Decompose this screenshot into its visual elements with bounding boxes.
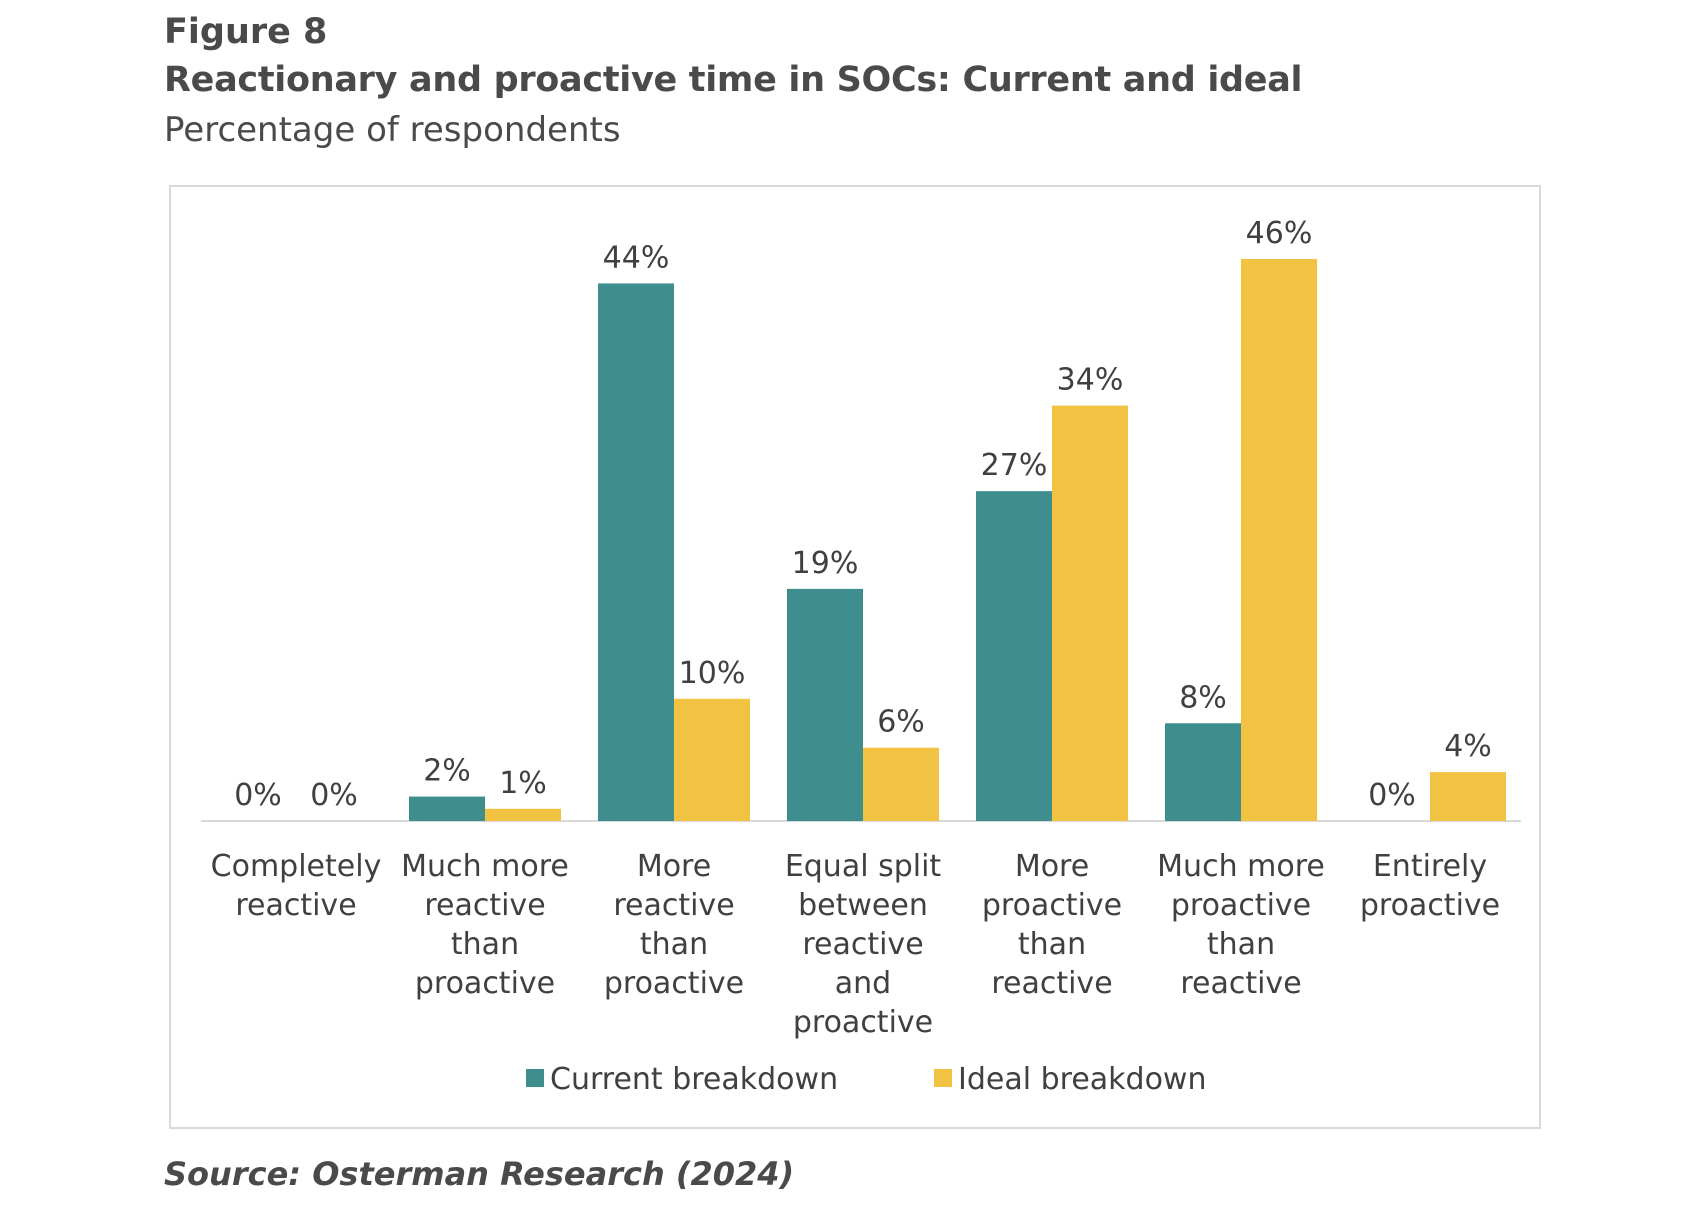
category-label-line: proactive [415,966,555,1001]
legend-label-current: Current breakdown [550,1062,838,1097]
category-label-line: than [1018,927,1086,962]
bar-chart: 0% 0% Completely reactive 2% 1% Much more react… [201,216,1521,1097]
bar-ideal-4 [1052,405,1128,821]
category-label-line: reactive [1180,966,1301,1001]
category-label-line: proactive [1171,888,1311,923]
bar-current-2 [598,283,674,821]
category-label-1: Much more reactive than proactive [401,849,569,1001]
data-label-ideal-1: 1% [499,766,547,801]
category-label-line: reactive [991,966,1112,1001]
data-label-current-1: 2% [423,754,471,789]
data-label-current-0: 0% [234,778,282,813]
category-label-0: Completely reactive [211,849,382,923]
category-label-line: reactive [613,888,734,923]
figure-label: Figure 8 [164,12,328,52]
legend-swatch-ideal [934,1069,952,1087]
category-label-line: than [640,927,708,962]
data-label-current-2: 44% [603,240,670,275]
category-label-line: Entirely [1373,849,1487,884]
category-label-line: proactive [1360,888,1500,923]
bar-current-4 [976,491,1052,821]
data-label-ideal-0: 0% [310,778,358,813]
bar-ideal-3 [863,747,939,821]
figure-subtitle: Percentage of respondents [164,110,621,150]
category-label-line: reactive [802,927,923,962]
bar-current-3 [787,588,863,821]
data-label-ideal-6: 4% [1444,729,1492,764]
category-label-6: Entirely proactive [1360,849,1500,923]
category-label-line: and [835,966,891,1001]
bar-ideal-5 [1241,259,1317,821]
data-label-current-3: 19% [792,546,859,581]
bar-current-5 [1165,723,1241,821]
figure-title: Reactionary and proactive time in SOCs: … [164,60,1303,100]
data-label-ideal-3: 6% [877,705,925,740]
category-label-line: proactive [982,888,1122,923]
data-label-current-4: 27% [981,448,1048,483]
chart-frame: 0% 0% Completely reactive 2% 1% Much more react… [169,185,1541,1129]
category-label-4: More proactive than reactive [982,849,1122,1001]
category-label-line: than [1207,927,1275,962]
category-label-2: More reactive than proactive [604,849,744,1001]
bar-current-1 [409,796,485,821]
legend-label-ideal: Ideal breakdown [958,1062,1206,1097]
source-note: Source: Osterman Research (2024) [164,1155,795,1193]
bar-ideal-6 [1430,772,1506,821]
category-label-line: More [1015,849,1089,884]
data-label-current-6: 0% [1368,778,1416,813]
category-label-line: than [451,927,519,962]
category-label-5: Much more proactive than reactive [1157,849,1325,1001]
category-label-line: Equal split [785,849,942,884]
category-label-line: proactive [604,966,744,1001]
bar-ideal-1 [485,808,561,821]
data-label-ideal-5: 46% [1246,216,1313,251]
category-label-line: Much more [401,849,569,884]
data-label-current-5: 8% [1179,680,1227,715]
category-label-line: Completely [211,849,382,884]
category-label-line: More [637,849,711,884]
category-label-line: reactive [235,888,356,923]
category-label-line: reactive [424,888,545,923]
legend-swatch-current [526,1069,544,1087]
category-label-line: Much more [1157,849,1325,884]
data-label-ideal-4: 34% [1057,363,1124,398]
category-label-3: Equal split between reactive and proactive [785,849,942,1040]
bar-ideal-2 [674,698,750,821]
category-label-line: proactive [793,1005,933,1040]
data-label-ideal-2: 10% [679,656,746,691]
category-label-line: between [798,888,928,923]
